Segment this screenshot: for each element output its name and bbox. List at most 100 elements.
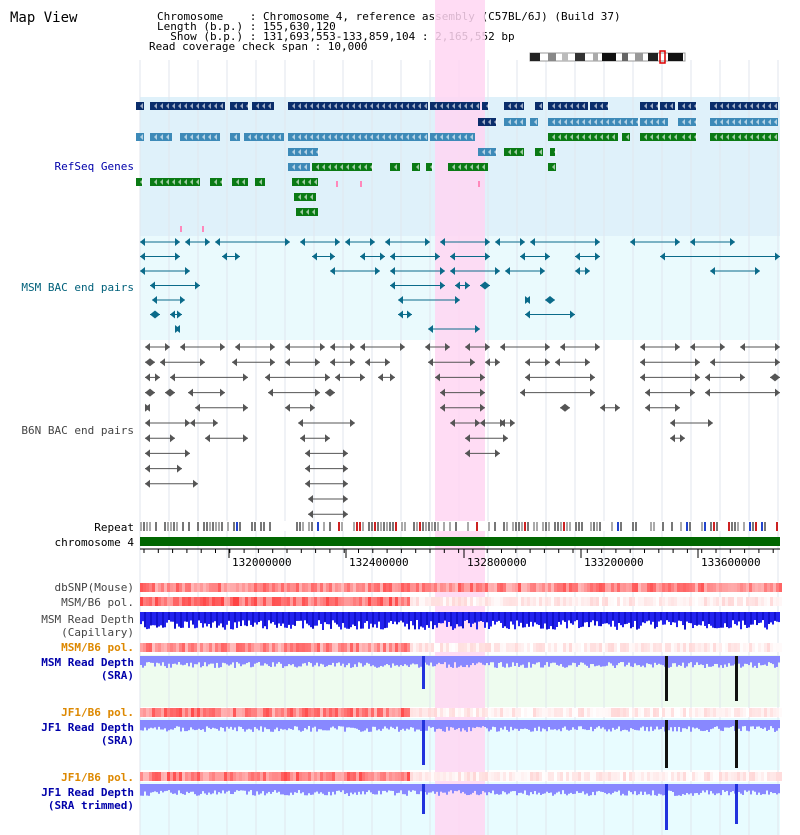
polymorphism-cell (644, 772, 647, 781)
polymorphism-cell (590, 597, 593, 606)
refseq-gene-strand-mark (358, 164, 361, 170)
bac-end-left (575, 267, 580, 275)
depth-bar (302, 656, 304, 664)
polymorphism-cell (224, 597, 227, 606)
polymorphism-cell (317, 597, 320, 606)
depth-bar (646, 612, 648, 622)
depth-bar (534, 784, 536, 792)
depth-bar (326, 612, 328, 625)
depth-bar (338, 720, 340, 727)
polymorphism-cell (296, 772, 299, 781)
polymorphism-cell (689, 597, 692, 606)
polymorphism-cell (533, 597, 536, 606)
polymorphism-cell (617, 772, 620, 781)
depth-bar (172, 784, 174, 794)
depth-bar (590, 720, 592, 727)
polymorphism-cell (638, 708, 641, 717)
depth-bar (558, 720, 560, 730)
polymorphism-cell (761, 643, 764, 652)
depth-bar (180, 784, 182, 794)
polymorphism-cell (767, 643, 770, 652)
polymorphism-cell (743, 643, 746, 652)
refseq-gene-block (640, 102, 658, 110)
depth-bar (316, 720, 318, 732)
refseq-gene-strand-mark (304, 103, 307, 109)
depth-bar (442, 656, 444, 665)
polymorphism-cell (587, 708, 590, 717)
polymorphism-cell (413, 583, 416, 592)
bac-end-right (585, 267, 590, 275)
depth-bar (320, 656, 322, 664)
polymorphism-cell (233, 772, 236, 781)
depth-bar (390, 720, 392, 727)
depth-bar (738, 656, 740, 664)
depth-bar (668, 612, 670, 622)
polymorphism-cell (167, 583, 170, 592)
axis-tick-label: 132000000 (232, 556, 292, 569)
polymorphism-cell (629, 708, 632, 717)
polymorphism-cell (749, 583, 752, 592)
depth-bar (154, 784, 156, 792)
depth-bar (674, 612, 676, 623)
depth-bar (234, 612, 236, 623)
refseq-gene-block (548, 118, 638, 126)
depth-bar (296, 720, 298, 727)
depth-bar (352, 720, 354, 728)
bac-end-right (400, 343, 405, 351)
depth-bar (640, 656, 642, 667)
polymorphism-cell (743, 597, 746, 606)
depth-bar (520, 720, 522, 729)
depth-bar (588, 656, 590, 668)
bac-end-left (345, 238, 350, 246)
polymorphism-cell (464, 772, 467, 781)
polymorphism-cell (641, 643, 644, 652)
depth-bar (722, 784, 724, 791)
polymorphism-cell (425, 597, 428, 606)
refseq-gene-strand-mark (570, 119, 573, 125)
polymorphism-cell (227, 583, 230, 592)
depth-bar (656, 612, 658, 628)
polymorphism-cell (221, 583, 224, 592)
bac-end-left (710, 358, 715, 367)
depth-bar (298, 612, 300, 621)
polymorphism-cell (260, 772, 263, 781)
polymorphism-cell (746, 597, 749, 606)
depth-bar (308, 612, 310, 626)
polymorphism-cell (329, 643, 332, 652)
polymorphism-cell (323, 583, 326, 592)
polymorphism-cell (737, 772, 740, 781)
depth-bar (446, 612, 448, 627)
depth-bar (320, 720, 322, 730)
polymorphism-cell (182, 583, 185, 592)
depth-bar (256, 612, 258, 625)
bac-end-right (545, 358, 550, 367)
depth-bar (738, 612, 740, 622)
depth-bar (630, 656, 632, 667)
polymorphism-cell (380, 643, 383, 652)
repeat-element (536, 522, 538, 531)
depth-bar (612, 720, 614, 728)
refseq-gene-strand-mark (714, 103, 717, 109)
polymorphism-cell (155, 772, 158, 781)
depth-bar (372, 656, 374, 666)
depth-bar (636, 720, 638, 731)
bac-end-left (145, 358, 150, 367)
refseq-gene-strand-mark (400, 103, 403, 109)
depth-bar (402, 784, 404, 795)
depth-bar (254, 612, 256, 623)
page-title: Map View (10, 10, 78, 26)
polymorphism-cell (440, 597, 443, 606)
depth-bar (366, 656, 368, 663)
polymorphism-cell (248, 772, 251, 781)
refseq-gene-strand-mark (720, 119, 723, 125)
depth-bar (496, 656, 498, 668)
polymorphism-cell (470, 708, 473, 717)
polymorphism-cell (614, 597, 617, 606)
bac-end-left (645, 403, 650, 412)
polymorphism-cell (200, 583, 203, 592)
polymorphism-cell (419, 643, 422, 652)
depth-bar (208, 656, 210, 665)
polymorphism-cell (719, 583, 722, 592)
refseq-gene-strand-mark (312, 209, 315, 215)
